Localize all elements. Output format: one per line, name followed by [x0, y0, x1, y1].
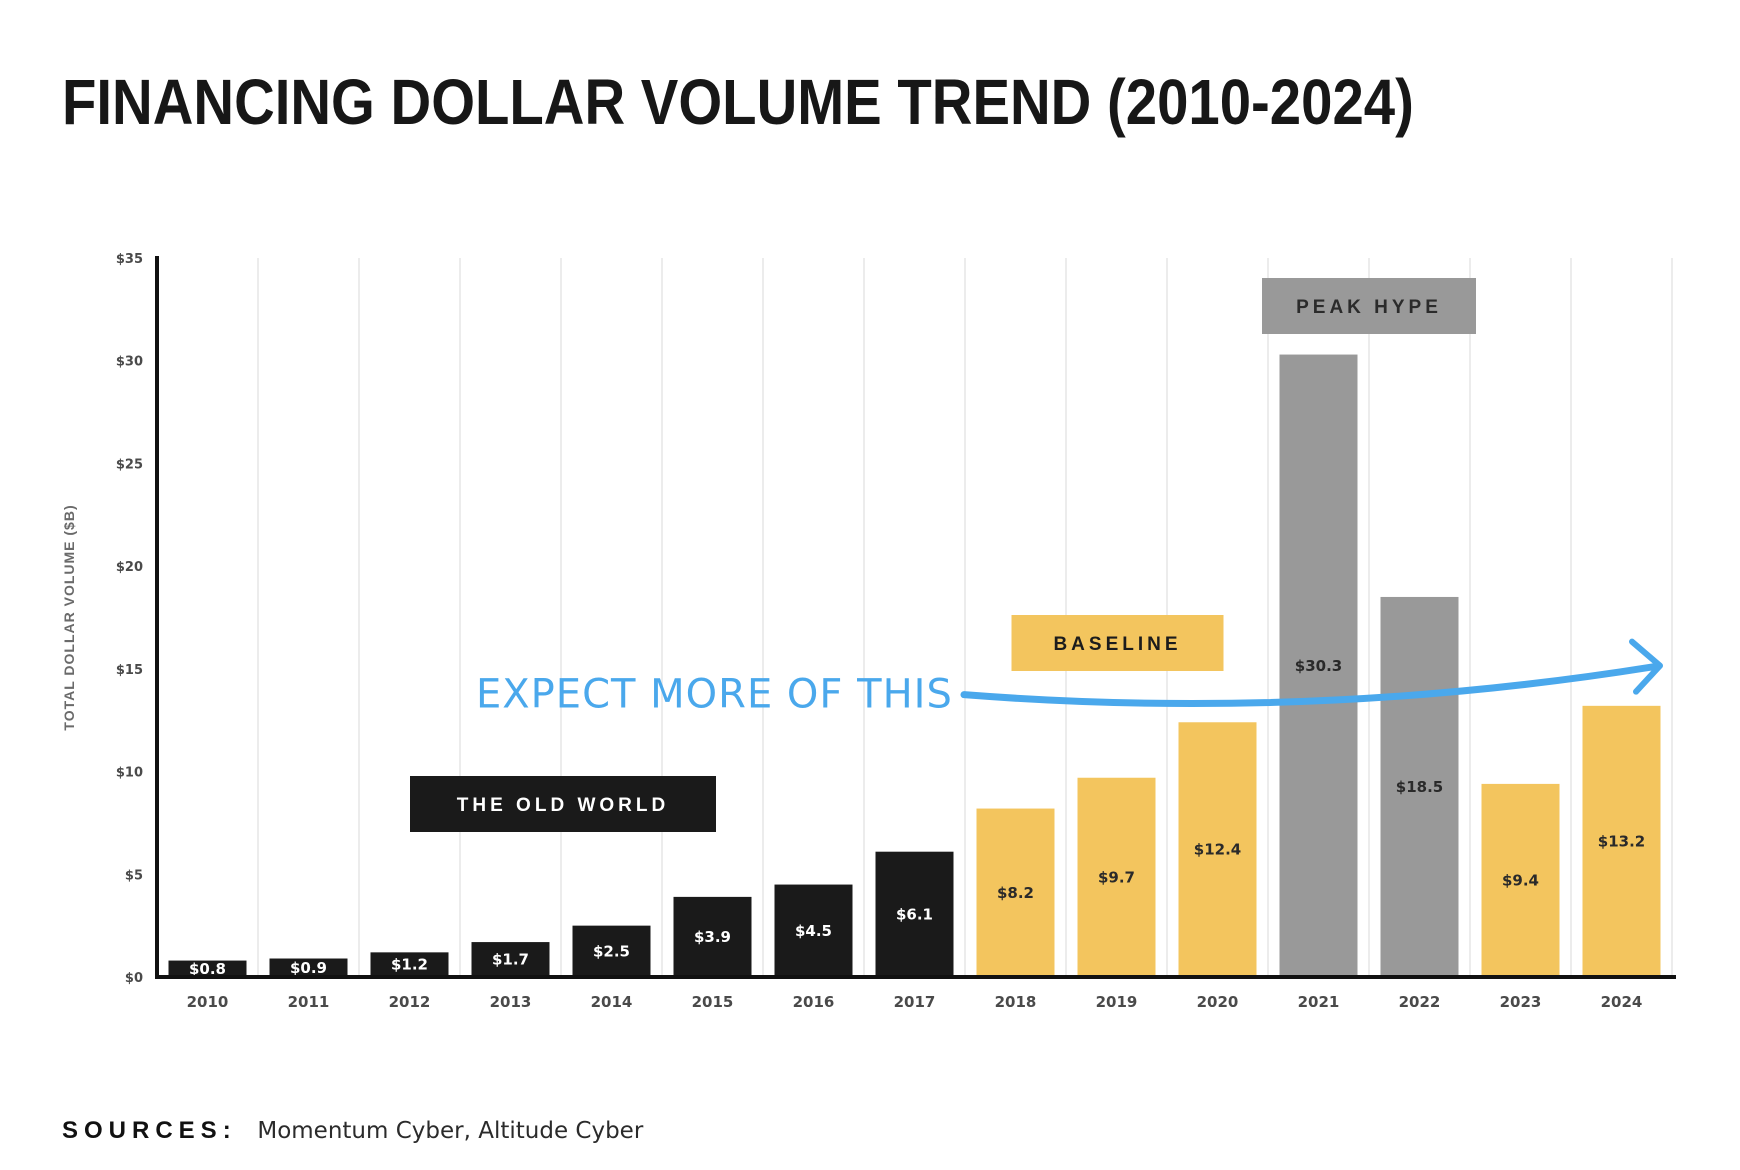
expect-arrow-line — [960, 663, 1658, 708]
sources-label: SOURCES: — [62, 1117, 237, 1144]
x-tick-label: 2021 — [1298, 993, 1340, 1011]
bar-2019 — [1077, 777, 1156, 977]
y-tick-label: $30 — [116, 355, 143, 370]
expect-more-text: EXPECT MORE OF THIS — [476, 672, 953, 718]
data-label: $8.2 — [997, 884, 1034, 902]
data-label: $2.5 — [593, 942, 630, 960]
x-tick-label: 2016 — [793, 993, 835, 1011]
annotation-old-world-label: THE OLD WORLD — [457, 795, 669, 816]
sources-text: Momentum Cyber, Altitude Cyber — [257, 1118, 644, 1144]
data-label: $9.4 — [1502, 871, 1539, 889]
y-tick-label: $15 — [116, 663, 143, 678]
x-tick-label: 2013 — [490, 993, 532, 1011]
data-label: $18.5 — [1396, 778, 1443, 796]
chart-title: FINANCING DOLLAR VOLUME TREND (2010-2024… — [62, 66, 1414, 138]
annotation-old-world-box — [410, 776, 716, 832]
data-label: $1.7 — [492, 951, 529, 969]
expect-arrow-head — [1629, 638, 1663, 695]
data-label: $13.2 — [1598, 832, 1645, 850]
data-label: $9.7 — [1098, 868, 1135, 886]
bar-2016 — [774, 884, 853, 977]
x-tick-label: 2024 — [1601, 993, 1643, 1011]
data-label: $1.2 — [391, 956, 428, 974]
x-tick-label: 2020 — [1197, 993, 1239, 1011]
data-label: $0.8 — [189, 960, 226, 978]
bar-2014 — [572, 925, 651, 977]
y-tick-label: $0 — [125, 971, 143, 986]
x-tick-label: 2015 — [692, 993, 734, 1011]
data-label: $4.5 — [795, 922, 832, 940]
x-tick-label: 2012 — [389, 993, 431, 1011]
annotation-baseline-label: BASELINE — [1053, 634, 1181, 655]
x-tick-label: 2010 — [187, 993, 229, 1011]
annotation-baseline-box — [1011, 615, 1224, 671]
bar-2013 — [471, 942, 550, 977]
x-tick-label: 2022 — [1399, 993, 1441, 1011]
x-tick-label: 2011 — [288, 993, 330, 1011]
sources-line: SOURCES: Momentum Cyber, Altitude Cyber — [62, 1117, 643, 1145]
data-label: $0.9 — [290, 959, 327, 977]
data-label: $12.4 — [1194, 841, 1241, 859]
data-label: $3.9 — [694, 928, 731, 946]
x-tick-label: 2014 — [591, 993, 633, 1011]
bar-2020 — [1178, 722, 1257, 977]
data-label: $6.1 — [896, 905, 933, 923]
x-tick-label: 2017 — [894, 993, 936, 1011]
bar-2021 — [1279, 354, 1358, 978]
y-tick-label: $10 — [116, 766, 143, 781]
bar-2010 — [168, 960, 247, 977]
bar-2023 — [1481, 783, 1560, 977]
y-axis-title: TOTAL DOLLAR VOLUME ($B) — [61, 504, 77, 730]
bar-2012 — [370, 952, 449, 977]
y-tick-label: $25 — [116, 457, 143, 472]
bar-2015 — [673, 896, 752, 977]
annotation-peak-hype-label: PEAK HYPE — [1296, 297, 1442, 318]
y-tick-label: $35 — [116, 252, 143, 267]
bar-2018 — [976, 808, 1055, 977]
x-tick-label: 2018 — [995, 993, 1037, 1011]
data-label: $30.3 — [1295, 657, 1342, 675]
y-tick-label: $5 — [125, 868, 143, 883]
y-tick-label: $20 — [116, 560, 143, 575]
bar-2024 — [1582, 705, 1661, 977]
x-tick-label: 2019 — [1096, 993, 1138, 1011]
annotation-peak-hype-box — [1262, 278, 1476, 334]
bar-2011 — [269, 958, 348, 977]
bar-2022 — [1380, 596, 1459, 977]
x-tick-label: 2023 — [1500, 993, 1542, 1011]
bar-2017 — [875, 851, 954, 977]
